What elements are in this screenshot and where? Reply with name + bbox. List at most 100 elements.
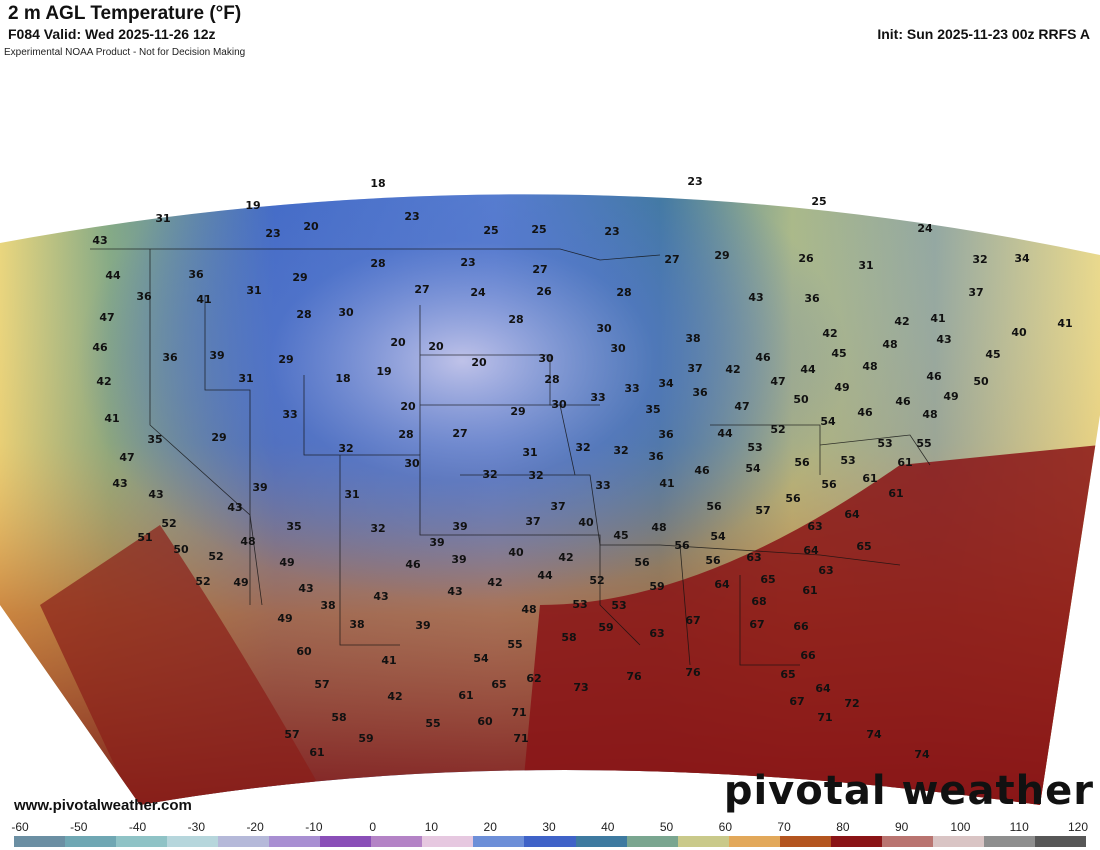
- temperature-value: 71: [817, 711, 832, 724]
- temperature-value: 52: [195, 575, 210, 588]
- temperature-value: 20: [390, 336, 406, 349]
- temperature-value: 42: [894, 315, 909, 328]
- temperature-value: 54: [473, 652, 489, 665]
- temperature-value: 74: [866, 728, 882, 741]
- temperature-value: 59: [598, 621, 613, 634]
- temperature-value: 30: [338, 306, 354, 319]
- temperature-value: 31: [246, 284, 261, 297]
- temperature-value: 37: [687, 362, 702, 375]
- temperature-value: 30: [596, 322, 612, 335]
- temperature-value: 29: [510, 405, 525, 418]
- temperature-value: 32: [482, 468, 497, 481]
- temperature-value: 33: [590, 391, 605, 404]
- temperature-value: 43: [936, 333, 951, 346]
- temperature-value: 67: [749, 618, 764, 631]
- temperature-value: 57: [284, 728, 299, 741]
- colorbar-tick-label: 30: [542, 820, 556, 834]
- temperature-value: 48: [882, 338, 897, 351]
- temperature-value: 36: [658, 428, 674, 441]
- temperature-value: 32: [575, 441, 590, 454]
- temperature-value: 61: [458, 689, 473, 702]
- temperature-value: 23: [460, 256, 475, 269]
- temperature-value: 41: [196, 293, 211, 306]
- temperature-value: 65: [780, 668, 795, 681]
- temperature-value: 23: [404, 210, 419, 223]
- colorbar-tick-label: 80: [836, 820, 850, 834]
- temperature-value: 43: [373, 590, 388, 603]
- temperature-value: 43: [298, 582, 313, 595]
- temperature-value: 46: [755, 351, 771, 364]
- temperature-value: 38: [685, 332, 700, 345]
- temperature-value: 63: [818, 564, 833, 577]
- temperature-value: 50: [173, 543, 189, 556]
- colorbar-tick-label: 70: [777, 820, 791, 834]
- temperature-value: 65: [856, 540, 871, 553]
- temperature-value: 47: [734, 400, 749, 413]
- temperature-value: 66: [800, 649, 816, 662]
- temperature-value: 44: [537, 569, 553, 582]
- temperature-value: 23: [604, 225, 619, 238]
- colorbar-tick-label: 0: [369, 820, 376, 834]
- temperature-value: 34: [658, 377, 674, 390]
- temperature-value: 63: [649, 627, 664, 640]
- colorbar-tick-label: -60: [11, 820, 29, 834]
- temperature-value: 31: [238, 372, 253, 385]
- temperature-value: 65: [760, 573, 775, 586]
- temperature-value: 49: [834, 381, 849, 394]
- temperature-value: 31: [858, 259, 873, 272]
- temperature-value: 29: [278, 353, 293, 366]
- colorbar-segment: [983, 836, 1035, 847]
- temperature-value: 56: [705, 554, 721, 567]
- temperature-map: 18 19 23 20 23 25 25 23 23 25 24 31 43 28 23 27 29 27 26 31…: [0, 175, 1100, 806]
- temperature-value: 56: [634, 556, 650, 569]
- temperature-value: 56: [706, 500, 722, 513]
- temperature-value: 25: [483, 224, 498, 237]
- colorbar-segment: [116, 836, 168, 847]
- temperature-value: 33: [282, 408, 297, 421]
- temperature-value: 48: [651, 521, 666, 534]
- colorbar-tick-label: 60: [718, 820, 733, 834]
- colorbar-segment: [677, 836, 729, 847]
- temperature-value: 36: [136, 290, 152, 303]
- temperature-value: 27: [532, 263, 547, 276]
- temperature-value: 41: [659, 477, 674, 490]
- temperature-value: 60: [296, 645, 312, 658]
- temperature-value: 42: [822, 327, 837, 340]
- temperature-value: 51: [137, 531, 152, 544]
- temperature-value: 64: [815, 682, 831, 695]
- temperature-value: 32: [972, 253, 987, 266]
- temperature-value: 37: [550, 500, 565, 513]
- temperature-value: 39: [451, 553, 466, 566]
- temperature-value: 64: [844, 508, 860, 521]
- temperature-value: 61: [802, 584, 817, 597]
- temperature-value: 48: [521, 603, 536, 616]
- temperature-value: 64: [803, 544, 819, 557]
- temperature-value: 27: [664, 253, 679, 266]
- colorbar-labels: -60 -50 -40 -30 -20 -10 0 10 20 30 40 50 60 70 80 90 100…: [0, 820, 1100, 834]
- temperature-value: 41: [381, 654, 396, 667]
- temperature-value: 54: [820, 415, 836, 428]
- colorbar-segment: [167, 836, 219, 847]
- temperature-value: 44: [800, 363, 816, 376]
- temperature-value: 52: [208, 550, 223, 563]
- temperature-value: 43: [148, 488, 163, 501]
- temperature-value: 42: [387, 690, 402, 703]
- temperature-value: 47: [770, 375, 785, 388]
- temperature-value: 38: [320, 599, 335, 612]
- colorbar-segment: [524, 836, 576, 847]
- colorbar-segment: [14, 836, 66, 847]
- temperature-value: 52: [161, 517, 176, 530]
- temperature-value: 30: [610, 342, 626, 355]
- temperature-value: 44: [105, 269, 121, 282]
- temperature-value: 45: [831, 347, 846, 360]
- temperature-value: 43: [92, 234, 107, 247]
- temperature-value: 54: [710, 530, 726, 543]
- temperature-value: 31: [522, 446, 537, 459]
- temperature-value: 53: [840, 454, 855, 467]
- temperature-value: 49: [943, 390, 958, 403]
- temperature-value: 24: [917, 222, 933, 235]
- temperature-value: 42: [487, 576, 502, 589]
- temperature-value: 43: [227, 501, 242, 514]
- temperature-value: 39: [209, 349, 224, 362]
- temperature-value: 56: [821, 478, 837, 491]
